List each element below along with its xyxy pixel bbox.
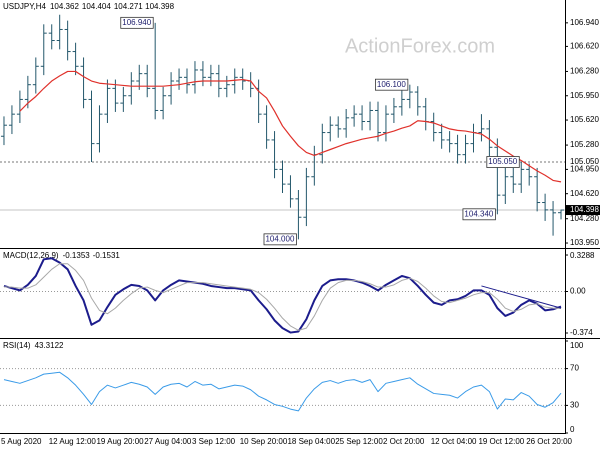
- low-value: 104.271: [114, 2, 143, 11]
- y-tick-label: 100: [570, 341, 584, 350]
- y-tick-label: 70: [570, 364, 579, 373]
- signal-value: -0.1531: [93, 251, 121, 260]
- annotation-label: 104.340: [464, 209, 493, 218]
- annotation-box: [486, 156, 520, 168]
- x-tick-label: 3 Sep 12:00: [192, 437, 236, 446]
- y-tick-label: 106.620: [570, 42, 599, 51]
- y-tick-label: 0.00: [570, 287, 586, 296]
- annotation-label: 106.100: [377, 80, 406, 89]
- high-value: 104.404: [82, 2, 111, 11]
- annotation-box: [375, 78, 409, 91]
- indicator-line: [3, 257, 562, 334]
- y-tick-label: 30: [570, 401, 579, 410]
- macd-title: MACD(12,26,9): [3, 251, 59, 260]
- y-tick-label: 105.620: [570, 115, 599, 124]
- rsi-value: 43.3122: [35, 341, 64, 350]
- x-tick-label: 2 Oct 20:00: [383, 437, 425, 446]
- price-line-label: 104.398: [570, 205, 599, 214]
- y-tick-label: 104.620: [570, 189, 599, 198]
- x-tick-label: 18 Sep 04:00: [287, 437, 335, 446]
- x-tick-label: 12 Aug 12:00: [49, 437, 97, 446]
- trendline: [481, 285, 562, 309]
- x-tick-label: 26 Oct 20:00: [526, 437, 572, 446]
- indicator-line: [3, 263, 562, 331]
- x-tick-label: 25 Sep 12:00: [335, 437, 383, 446]
- y-tick-label: 104.280: [570, 214, 599, 223]
- watermark: ActionForex.com: [345, 35, 495, 57]
- y-tick-label: 0: [570, 425, 575, 434]
- y-tick-label: 104.950: [570, 164, 599, 173]
- x-tick-label: 27 Aug 04:00: [144, 437, 192, 446]
- price-label-box: [566, 205, 600, 216]
- y-tick-label: 105.280: [570, 140, 599, 149]
- annotation-box: [462, 208, 496, 221]
- moving-average: [19, 70, 562, 183]
- x-tick-label: 19 Oct 12:00: [478, 437, 524, 446]
- x-tick-label: 19 Aug 20:00: [96, 437, 144, 446]
- y-tick-label: 103.950: [570, 238, 599, 247]
- y-tick-label: -0.374: [570, 328, 593, 337]
- panel-title: MACD(12,26,9) -0.1353 -0.1531: [3, 251, 120, 260]
- annotation-label: 106.940: [122, 18, 151, 27]
- annotation-box: [263, 233, 297, 246]
- y-tick-label: 106.280: [570, 67, 599, 76]
- close-value: 104.398: [145, 2, 174, 11]
- y-tick-label: 105.950: [570, 91, 599, 100]
- macd-value: -0.1353: [63, 251, 91, 260]
- x-tick-label: 10 Sep 20:00: [240, 437, 288, 446]
- price-line-label: 105.050: [570, 157, 599, 166]
- y-tick-label: 0.3288: [570, 251, 595, 260]
- indicator-line: [3, 371, 562, 412]
- chart-header: USDJPY,H4 104.362 104.404 104.271 104.398: [3, 2, 175, 11]
- x-tick-label: 5 Aug 2020: [1, 437, 42, 446]
- x-tick-label: 12 Oct 04:00: [431, 437, 477, 446]
- symbol: USDJPY,H4: [3, 2, 47, 11]
- annotation-box: [120, 16, 154, 29]
- annotation-label: 104.000: [265, 234, 294, 243]
- annotation-label: 105.050: [488, 157, 517, 166]
- open-value: 104.362: [50, 2, 79, 11]
- panel-title: RSI(14) 43.3122: [3, 341, 64, 350]
- rsi-title: RSI(14): [3, 341, 31, 350]
- y-tick-label: 106.940: [570, 18, 599, 27]
